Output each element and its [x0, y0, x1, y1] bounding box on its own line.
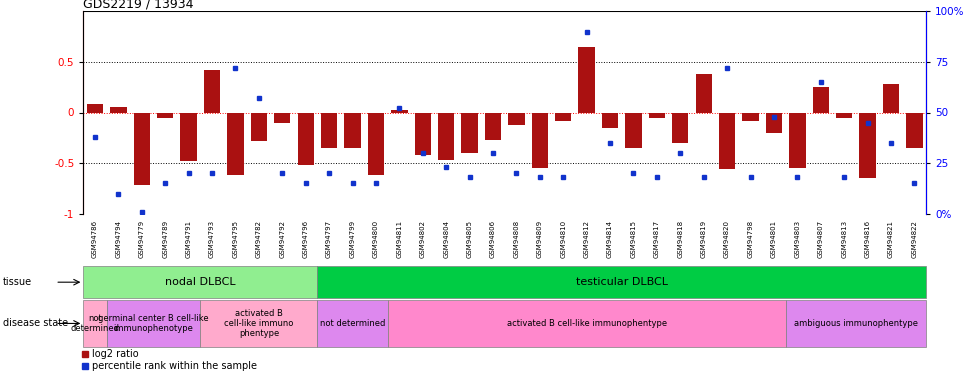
Bar — [368, 112, 384, 175]
Bar — [388, 300, 786, 347]
Bar — [83, 300, 107, 347]
Bar — [786, 300, 926, 347]
Bar — [320, 112, 337, 148]
Bar — [555, 112, 571, 121]
Bar — [765, 112, 782, 133]
Bar — [87, 104, 103, 112]
Bar — [578, 47, 595, 112]
Text: germinal center B cell-like
immunophenotype: germinal center B cell-like immunophenot… — [98, 314, 209, 333]
Text: ambiguous immunophentype: ambiguous immunophentype — [794, 319, 918, 328]
Bar — [133, 112, 150, 185]
Bar — [107, 300, 200, 347]
Bar — [836, 112, 853, 118]
Text: not
determined: not determined — [71, 314, 120, 333]
Bar — [719, 112, 735, 169]
Text: percentile rank within the sample: percentile rank within the sample — [92, 362, 257, 371]
Text: tissue: tissue — [3, 277, 32, 287]
Bar — [883, 84, 900, 112]
Bar — [204, 70, 221, 112]
Text: disease state: disease state — [3, 318, 68, 328]
Bar — [602, 112, 618, 128]
Bar — [906, 112, 922, 148]
Bar — [789, 112, 806, 168]
Bar — [812, 87, 829, 112]
Bar — [391, 111, 408, 112]
Text: activated B
cell-like immuno
phentype: activated B cell-like immuno phentype — [224, 309, 294, 338]
Bar — [462, 112, 478, 153]
Text: nodal DLBCL: nodal DLBCL — [165, 277, 235, 287]
Bar — [83, 266, 318, 298]
Text: log2 ratio: log2 ratio — [92, 349, 138, 359]
Bar — [672, 112, 689, 143]
Bar — [859, 112, 876, 178]
Bar — [157, 112, 173, 118]
Bar — [318, 266, 926, 298]
Bar — [298, 112, 314, 165]
Bar — [415, 112, 431, 155]
Bar — [485, 112, 501, 140]
Text: GDS2219 / 13934: GDS2219 / 13934 — [83, 0, 194, 10]
Bar — [649, 112, 665, 118]
Bar — [227, 112, 244, 175]
Bar — [180, 112, 197, 161]
Bar — [696, 74, 711, 112]
Bar — [625, 112, 642, 148]
Bar — [438, 112, 455, 160]
Text: activated B cell-like immunophentype: activated B cell-like immunophentype — [507, 319, 666, 328]
Bar — [251, 112, 268, 141]
Bar — [531, 112, 548, 168]
Bar — [200, 300, 318, 347]
Bar — [110, 107, 126, 112]
Bar — [509, 112, 524, 125]
Bar — [274, 112, 290, 123]
Text: not determined: not determined — [319, 319, 385, 328]
Bar — [318, 300, 388, 347]
Bar — [742, 112, 759, 121]
Text: testicular DLBCL: testicular DLBCL — [576, 277, 667, 287]
Bar — [344, 112, 361, 148]
